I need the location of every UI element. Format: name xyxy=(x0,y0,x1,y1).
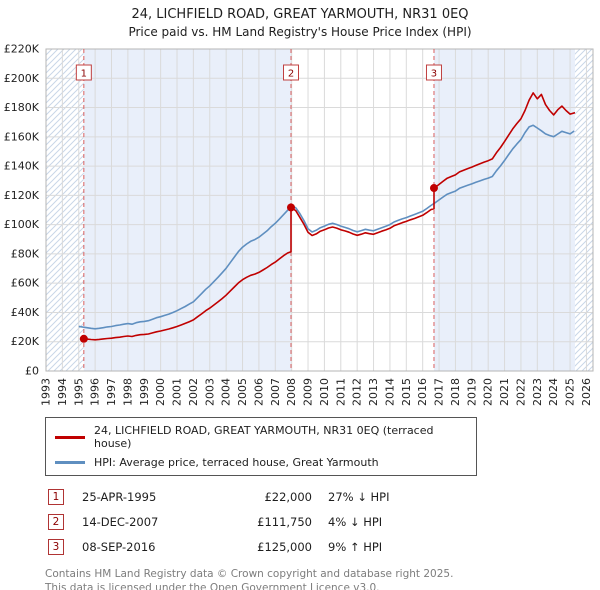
footer-line-2: This data is licensed under the Open Gov… xyxy=(45,581,380,590)
y-tick-label: £200K xyxy=(4,72,40,85)
transaction-row: 2 14-DEC-2007 £111,750 4% ↓ HPI xyxy=(48,514,600,530)
x-tick-label: 1999 xyxy=(138,378,151,406)
transactions-table: 1 25-APR-1995 £22,000 27% ↓ HPI 2 14-DEC… xyxy=(48,489,600,555)
x-tick-label: 2009 xyxy=(302,378,315,406)
sale-number: 3 xyxy=(431,69,437,80)
x-tick-label: 1995 xyxy=(72,378,85,406)
x-tick-label: 1993 xyxy=(40,378,53,406)
x-tick-label: 2014 xyxy=(383,378,396,406)
price-chart-svg: 1 2 3 £0 £20K £40K £60K £80K £100K £120K £140K £160… xyxy=(4,43,594,406)
x-tick-label: 1997 xyxy=(105,378,118,406)
transaction-hpi-delta: 27% ↓ HPI xyxy=(328,490,390,504)
x-tick-label: 2013 xyxy=(367,378,380,406)
legend: 24, LICHFIELD ROAD, GREAT YARMOUTH, NR31… xyxy=(45,417,477,476)
transaction-date: 25-APR-1995 xyxy=(82,490,157,504)
sale-number: 1 xyxy=(81,69,87,80)
plot-border xyxy=(45,48,594,372)
sale-point xyxy=(79,334,88,343)
transaction-date: 08-SEP-2016 xyxy=(82,540,156,554)
footer-line-1: Contains HM Land Registry data © Crown c… xyxy=(45,568,454,580)
x-tick-label: 2025 xyxy=(564,378,577,406)
transaction-number-badge: 3 xyxy=(48,539,64,555)
y-tick-label: £220K xyxy=(4,43,40,56)
shaded-band xyxy=(83,49,292,371)
x-tick-label: 2005 xyxy=(236,378,249,406)
legend-row-hpi: HPI: Average price, terraced house, Grea… xyxy=(55,456,467,469)
y-tick-label: £0 xyxy=(25,365,39,378)
x-tick-label: 2012 xyxy=(351,378,364,406)
x-tick-label: 2001 xyxy=(171,378,184,406)
x-tick-label: 2010 xyxy=(318,378,331,406)
transaction-row: 1 25-APR-1995 £22,000 27% ↓ HPI xyxy=(48,489,600,505)
hatch-band xyxy=(46,49,84,371)
x-tick-label: 2018 xyxy=(449,378,462,406)
transaction-number-badge: 2 xyxy=(48,514,64,530)
chart-header: 24, LICHFIELD ROAD, GREAT YARMOUTH, NR31… xyxy=(0,0,600,39)
x-tick-label: 2019 xyxy=(465,378,478,406)
x-tick-label: 2020 xyxy=(482,378,495,406)
legend-label-hpi: HPI: Average price, terraced house, Grea… xyxy=(94,456,379,469)
y-tick-label: £160K xyxy=(4,130,40,143)
sale-point xyxy=(429,184,438,193)
series-line-price-paid xyxy=(82,92,576,341)
x-tick-label: 2004 xyxy=(220,378,233,406)
y-tick-label: £40K xyxy=(11,306,40,319)
chart-subtitle: Price paid vs. HM Land Registry's House … xyxy=(128,25,472,39)
x-tick-label: 2011 xyxy=(334,378,347,406)
x-tick-label: 2024 xyxy=(547,378,560,406)
y-tick-label: £60K xyxy=(11,277,40,290)
transaction-number-badge: 1 xyxy=(48,489,64,505)
x-tick-label: 2006 xyxy=(252,378,265,406)
hpi-line-sample xyxy=(55,461,85,464)
sale-number-box xyxy=(425,64,442,81)
y-tick-label: £20K xyxy=(11,335,40,348)
y-tick-label: £180K xyxy=(4,101,40,114)
x-tick-label: 2008 xyxy=(285,378,298,406)
y-tick-label: £140K xyxy=(4,160,40,173)
transaction-row: 3 08-SEP-2016 £125,000 9% ↑ HPI xyxy=(48,539,600,555)
price-chart: 1 2 3 £0 £20K £40K £60K £80K £100K £120K £140K £160… xyxy=(0,41,600,413)
x-tick-label: 1994 xyxy=(56,378,69,406)
x-tick-label: 1998 xyxy=(121,378,134,406)
x-tick-label: 1996 xyxy=(89,378,102,406)
y-tick-label: £100K xyxy=(4,218,40,231)
sale-point xyxy=(287,203,296,212)
chart-title: 24, LICHFIELD ROAD, GREAT YARMOUTH, NR31… xyxy=(131,7,469,22)
sale-number: 2 xyxy=(288,69,294,80)
legend-row-price-paid: 24, LICHFIELD ROAD, GREAT YARMOUTH, NR31… xyxy=(55,424,467,450)
x-tick-label: 2026 xyxy=(580,378,593,406)
y-tick-label: £120K xyxy=(4,189,40,202)
transaction-price: £125,000 xyxy=(257,540,312,554)
legend-label-price-paid: 24, LICHFIELD ROAD, GREAT YARMOUTH, NR31… xyxy=(94,424,434,450)
x-tick-label: 2016 xyxy=(416,378,429,406)
x-tick-label: 2017 xyxy=(433,378,446,406)
sale-number-box xyxy=(75,64,92,81)
x-tick-label: 2015 xyxy=(400,378,413,406)
x-tick-label: 2007 xyxy=(269,378,282,406)
x-tick-label: 2021 xyxy=(498,378,511,406)
transaction-date: 14-DEC-2007 xyxy=(82,515,159,529)
transaction-hpi-delta: 9% ↑ HPI xyxy=(328,540,383,554)
x-tick-label: 2022 xyxy=(514,378,527,406)
transaction-price: £111,750 xyxy=(257,515,312,529)
license-footer: Contains HM Land Registry data © Crown c… xyxy=(45,568,600,590)
x-tick-label: 2002 xyxy=(187,378,200,406)
price-paid-line-sample xyxy=(55,435,85,439)
sale-number-box xyxy=(283,64,300,81)
x-tick-label: 2023 xyxy=(531,378,544,406)
hatch-band xyxy=(574,49,593,371)
x-tick-label: 2003 xyxy=(203,378,216,406)
transaction-price: £22,000 xyxy=(264,490,312,504)
series-line-hpi xyxy=(78,124,575,330)
y-tick-label: £80K xyxy=(11,247,40,260)
transaction-hpi-delta: 4% ↓ HPI xyxy=(328,515,383,529)
x-tick-label: 2000 xyxy=(154,378,167,406)
